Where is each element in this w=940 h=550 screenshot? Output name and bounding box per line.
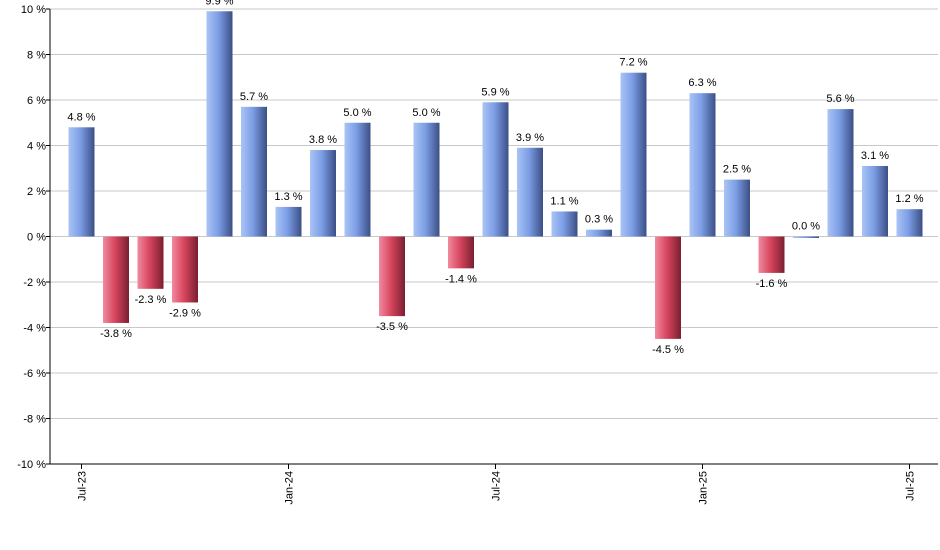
bar-value-label: -1.4 % <box>445 273 477 285</box>
bar-Jan-25 <box>689 93 716 237</box>
bar-value-label: -3.8 % <box>100 328 132 340</box>
bar-Apr-25 <box>793 236 819 238</box>
y-tick-label: 10 % <box>21 4 46 16</box>
bar-value-label: 0.3 % <box>585 214 613 226</box>
y-tick-label: -4 % <box>23 323 46 335</box>
bar-value-label: 5.7 % <box>240 91 268 103</box>
y-tick-label: -8 % <box>23 414 46 426</box>
bar-Jan-24 <box>275 206 302 237</box>
x-tick-label: Jul-25 <box>905 471 917 501</box>
bar-Apr-24 <box>379 236 405 317</box>
bar-Jun-24 <box>448 236 474 269</box>
bar-Jul-23 <box>68 127 95 237</box>
bar-value-label: 1.1 % <box>550 195 578 207</box>
bar-value-label: 5.6 % <box>826 93 854 105</box>
bar-value-label: -2.9 % <box>169 307 201 319</box>
bar-Dec-24 <box>655 236 681 339</box>
bar-value-label: 3.8 % <box>309 134 337 146</box>
bar-value-label: -4.5 % <box>652 344 684 356</box>
x-tick-label: Jan-25 <box>698 471 710 505</box>
bar-value-labels: 4.8 % -3.8 % -2.3 %-2.9 % 9.9 % 5.7 % 1.3 % 3.… <box>67 0 923 356</box>
x-tick-label: Jul-24 <box>491 471 503 501</box>
y-tick-label: 4 % <box>27 141 46 153</box>
y-tick-label: -6 % <box>23 368 46 380</box>
bar-Dec-23 <box>241 106 267 237</box>
bar-Mar-24 <box>344 122 371 237</box>
bar-value-label: 3.1 % <box>861 150 889 162</box>
bar-value-label: 6.3 % <box>688 77 716 89</box>
bar-Nov-23 <box>206 11 233 237</box>
bar-Mar-25 <box>758 236 785 273</box>
y-axis-tick-labels: 10 % 8 % 6 % 4 % 2 % 0 % -2 % -4 % -6 % -8 % -10 % <box>17 4 46 471</box>
y-tick-label: 8 % <box>27 50 46 62</box>
bar-value-label: -2.3 % <box>135 294 167 306</box>
bar-value-label: 5.0 % <box>412 107 440 119</box>
bar-Aug-23 <box>103 236 129 323</box>
bar-value-label: 1.3 % <box>274 191 302 203</box>
bar-Oct-24 <box>586 229 612 237</box>
x-axis-tick-labels: Jul-23 Jan-24 Jul-24 Jan-25 Jul-25 <box>77 471 917 505</box>
bar-Aug-24 <box>517 147 543 237</box>
bar-May-25 <box>827 109 854 237</box>
bar-Sep-23 <box>137 236 164 289</box>
bar-value-label: 3.9 % <box>516 132 544 144</box>
bar-value-label: 0.0 % <box>792 221 820 233</box>
x-tick-label: Jan-24 <box>284 471 296 505</box>
x-tick-label: Jul-23 <box>77 471 89 501</box>
bar-Oct-23 <box>172 236 198 303</box>
bar-value-label: 1.2 % <box>895 193 923 205</box>
bar-value-label: 4.8 % <box>67 111 95 123</box>
bar-Nov-24 <box>620 72 647 237</box>
bar-Jul-24 <box>482 102 509 237</box>
y-tick-label: 0 % <box>27 232 46 244</box>
bar-Jun-25 <box>862 165 888 237</box>
bar-value-label: 7.2 % <box>619 57 647 69</box>
bars <box>68 11 923 339</box>
bar-Feb-24 <box>310 150 336 237</box>
y-tick-label: 6 % <box>27 95 46 107</box>
bar-Feb-25 <box>724 179 750 237</box>
bar-Sep-24 <box>551 211 578 237</box>
y-tick-label: -10 % <box>17 459 46 471</box>
bar-value-label: 5.9 % <box>481 86 509 98</box>
axes <box>46 8 938 469</box>
bar-May-24 <box>413 122 440 237</box>
bar-value-label: 9.9 % <box>205 0 233 7</box>
bar-Jul-25 <box>896 209 923 237</box>
bar-value-label: 2.5 % <box>723 164 751 176</box>
bar-value-label: -3.5 % <box>376 321 408 333</box>
y-tick-label: -2 % <box>23 277 46 289</box>
bar-value-label: 5.0 % <box>343 107 371 119</box>
bar-value-label: -1.6 % <box>756 278 788 290</box>
y-tick-label: 2 % <box>27 186 46 198</box>
